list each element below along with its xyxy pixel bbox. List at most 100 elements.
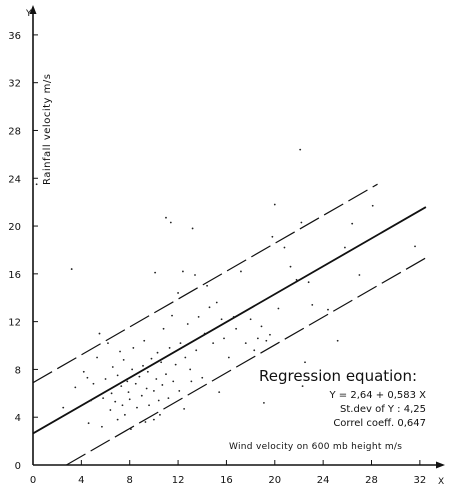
data-point <box>161 384 164 386</box>
x-tick-label: 0 <box>30 475 36 486</box>
data-point <box>165 216 167 219</box>
data-point <box>203 332 206 335</box>
data-point <box>168 347 171 349</box>
data-point <box>82 370 85 373</box>
data-point <box>96 356 98 359</box>
data-point <box>174 363 177 366</box>
y-tick-label: 8 <box>15 365 21 376</box>
x-tick-label: 4 <box>78 475 84 486</box>
data-point <box>74 386 77 389</box>
data-point <box>114 400 117 403</box>
data-point <box>311 304 314 306</box>
axes <box>29 5 445 469</box>
y-tick-label: 16 <box>8 270 21 281</box>
data-point <box>215 301 218 304</box>
data-point <box>132 347 135 349</box>
data-point <box>167 397 170 399</box>
data-point <box>104 378 107 380</box>
data-point <box>90 399 92 402</box>
data-point <box>289 265 292 268</box>
data-point <box>62 406 65 409</box>
data-point <box>111 366 114 368</box>
lower-band-line <box>66 257 427 466</box>
y-tick-label: 0 <box>15 461 21 472</box>
data-point <box>183 407 186 410</box>
y-tick-label: 36 <box>8 31 21 42</box>
data-point <box>414 245 416 248</box>
data-point <box>273 203 276 206</box>
data-points <box>35 148 416 431</box>
data-point <box>191 227 194 230</box>
data-point <box>201 376 204 379</box>
data-point <box>119 350 121 353</box>
data-point <box>300 221 303 224</box>
data-point <box>152 390 155 392</box>
data-point <box>265 339 268 342</box>
data-point <box>102 397 105 399</box>
data-point <box>208 306 211 309</box>
data-point <box>256 337 259 340</box>
data-point <box>134 382 137 385</box>
data-point <box>304 361 306 364</box>
y-axis-letter: Y <box>25 9 32 19</box>
data-point <box>283 246 286 249</box>
data-point <box>92 382 95 385</box>
data-point <box>160 361 163 364</box>
data-point <box>223 337 225 340</box>
data-point <box>157 399 160 402</box>
x-tick-label: 12 <box>172 475 185 486</box>
data-point <box>184 356 187 359</box>
data-point <box>162 327 165 330</box>
data-point <box>142 364 144 367</box>
tick-labels: 0 4 8 12 16 20 24 28 32 0 4 8 12 16 20 24 28 32 36 <box>8 31 426 486</box>
data-point <box>177 292 179 294</box>
data-point <box>307 281 310 284</box>
y-tick-label: 24 <box>8 174 21 185</box>
data-point <box>186 323 189 325</box>
data-point <box>358 274 361 276</box>
data-point <box>182 270 184 273</box>
data-point <box>116 418 119 421</box>
data-point <box>107 342 109 345</box>
data-point <box>140 394 143 397</box>
x-axis-letter: X <box>438 477 444 487</box>
data-point <box>169 221 172 224</box>
regression-lines <box>32 183 427 466</box>
x-axis-label: Wind velocity on 600 mb height m/s <box>229 442 402 452</box>
data-point <box>227 356 230 359</box>
data-point <box>70 268 73 270</box>
regression-line <box>32 206 427 435</box>
data-point <box>87 422 90 425</box>
data-point <box>150 357 153 360</box>
correl-coeff-line: Correl coeff. 0,647 <box>333 418 426 429</box>
data-point <box>232 315 235 318</box>
data-point <box>351 222 354 225</box>
regression-title: Regression equation: <box>259 367 417 385</box>
x-tick-label: 24 <box>317 475 330 486</box>
data-point <box>235 327 238 330</box>
data-point <box>136 406 138 409</box>
data-point <box>116 374 119 377</box>
data-point <box>301 385 304 388</box>
data-point <box>249 318 252 321</box>
data-point <box>121 404 124 407</box>
data-point <box>263 401 265 404</box>
data-point <box>143 339 146 342</box>
data-point <box>271 235 274 238</box>
data-point <box>240 270 242 273</box>
data-point <box>190 380 193 383</box>
data-point <box>120 385 123 388</box>
data-point <box>155 378 158 380</box>
data-point <box>253 349 256 352</box>
data-point <box>295 278 298 281</box>
data-point <box>101 425 103 428</box>
y-tick-label: 4 <box>15 413 21 424</box>
data-point <box>152 418 155 421</box>
data-point <box>220 318 223 321</box>
data-point <box>171 314 173 317</box>
x-axis-arrow <box>436 461 445 469</box>
data-point <box>144 421 147 423</box>
y-tick-label: 28 <box>8 126 21 137</box>
data-point <box>109 409 112 411</box>
